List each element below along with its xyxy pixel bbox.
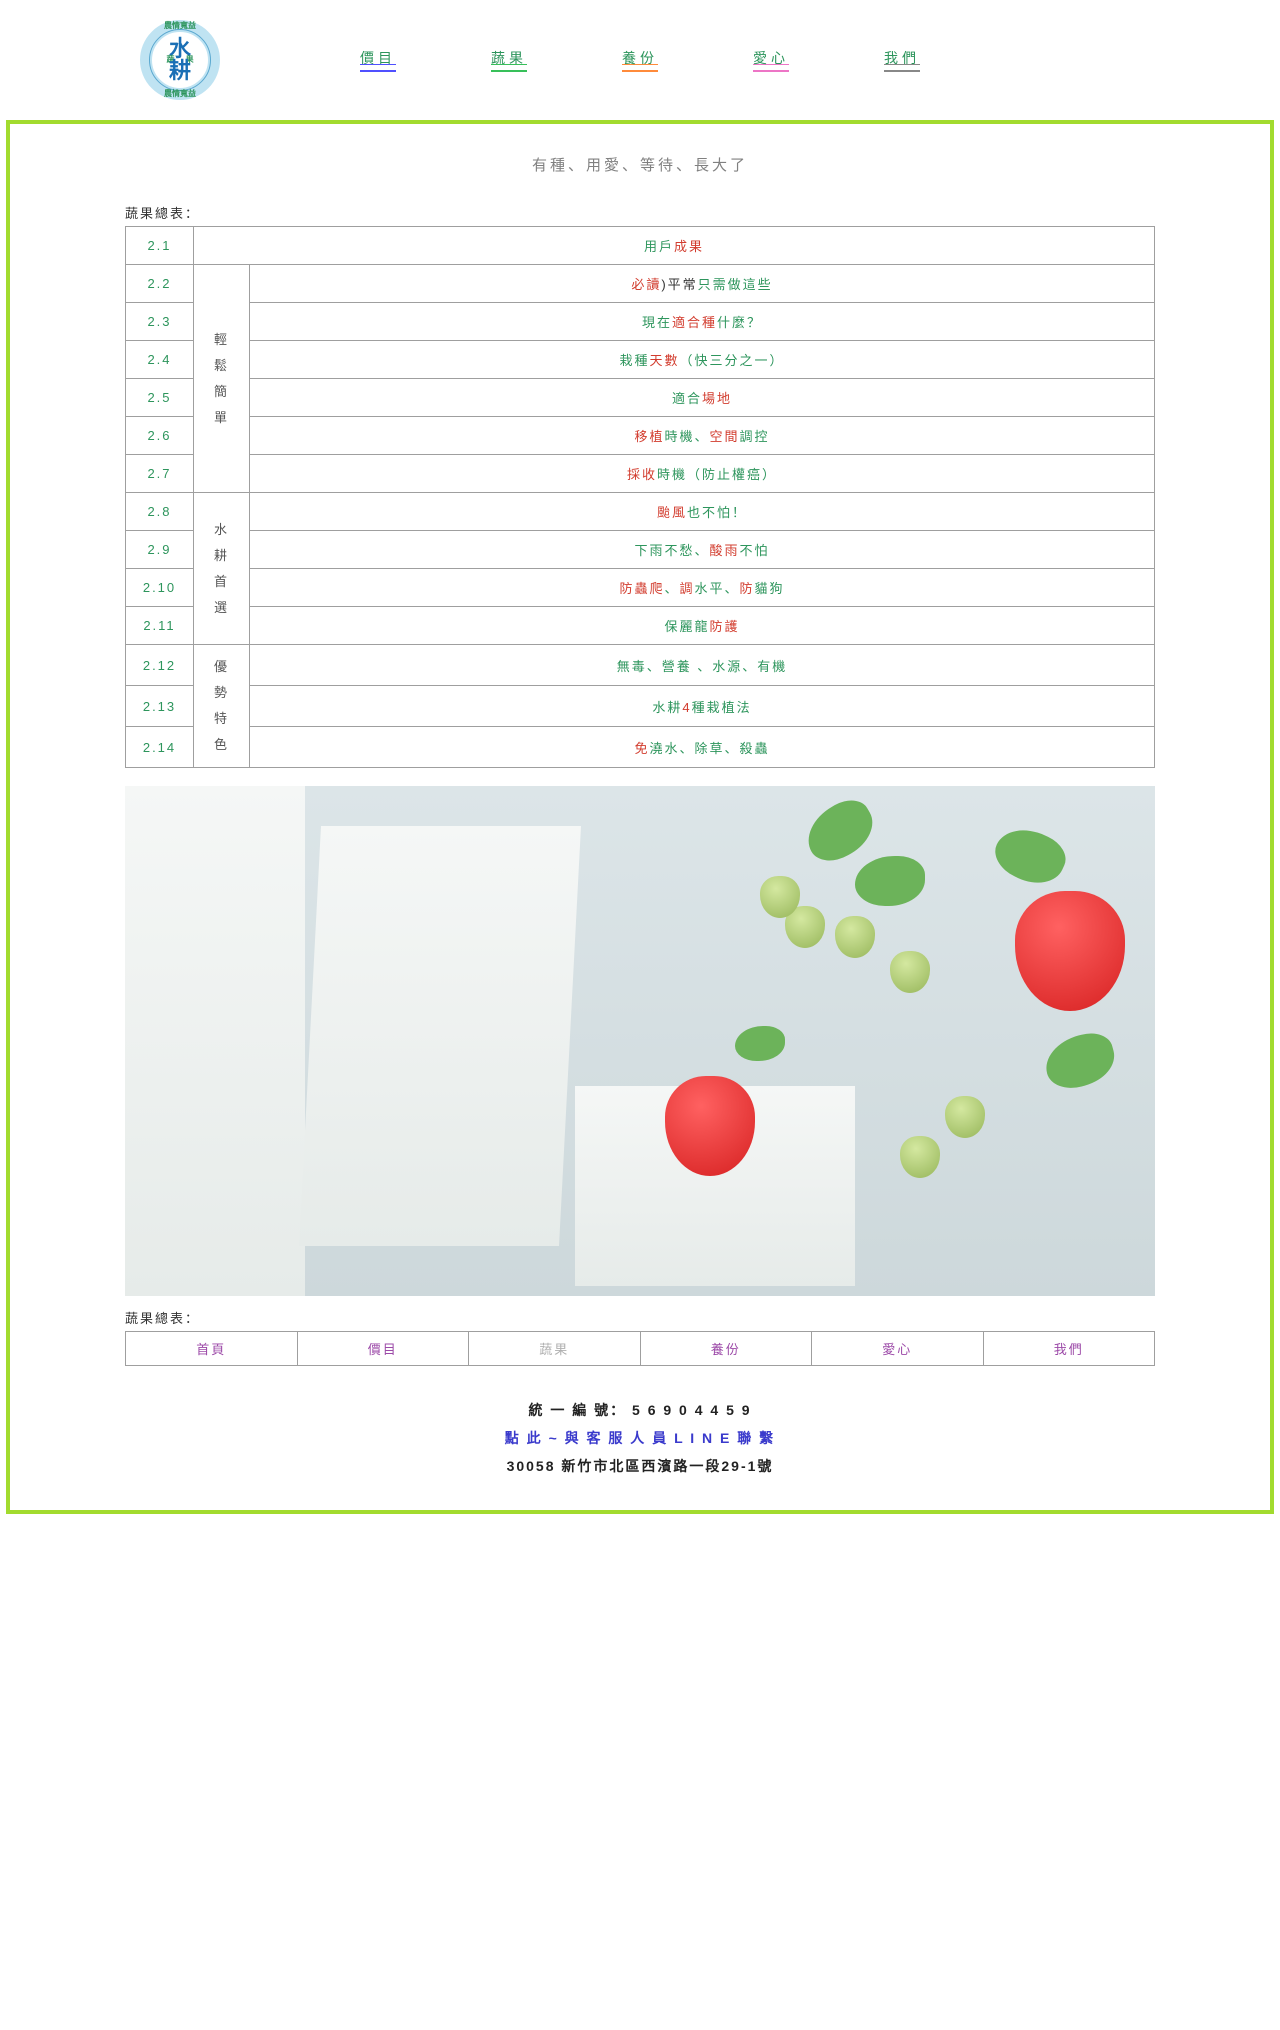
- table-row: 2.11 保麗龍防護: [126, 607, 1155, 645]
- row-number: 2.6: [126, 417, 194, 455]
- address: 30058 新竹市北區西濱路一段29-1號: [125, 1452, 1155, 1480]
- table-row: 2.8水耕首選颱風也不怕！: [126, 493, 1155, 531]
- table-row: 2.3 現在適合種什麼？: [126, 303, 1155, 341]
- footer-info: 統 一 編 號： 5 6 9 0 4 4 5 9 點 此 ~ 與 客 服 人 員…: [125, 1396, 1155, 1480]
- table-row: 2.7 採收時機（防止權癌）: [126, 455, 1155, 493]
- row-content[interactable]: 必讀)平常只需做這些: [250, 265, 1155, 303]
- nav-item-nutrient[interactable]: 養份: [622, 48, 658, 72]
- table-label-bottom: 蔬果總表：: [125, 1308, 1155, 1327]
- row-content[interactable]: 適合場地: [250, 379, 1155, 417]
- table-row: 2.1用戶成果: [126, 227, 1155, 265]
- footer-nav-item[interactable]: 價目: [297, 1332, 469, 1366]
- table-row: 2.13 水耕4種栽植法: [126, 686, 1155, 727]
- row-group: 優勢特色: [194, 645, 250, 768]
- row-number: 2.8: [126, 493, 194, 531]
- top-nav: 價目 蔬果 養份 愛心 我們: [360, 48, 920, 72]
- row-content[interactable]: 免澆水、除草、殺蟲: [250, 727, 1155, 768]
- footer-nav-table: 首頁價目蔬果養份愛心我們: [125, 1331, 1155, 1366]
- footer-nav-item[interactable]: 養份: [640, 1332, 812, 1366]
- table-row: 2.6 移植時機、空間調控: [126, 417, 1155, 455]
- row-number: 2.1: [126, 227, 194, 265]
- row-number: 2.5: [126, 379, 194, 417]
- table-row: 2.5 適合場地: [126, 379, 1155, 417]
- row-number: 2.2: [126, 265, 194, 303]
- biz-no: 統 一 編 號： 5 6 9 0 4 4 5 9: [125, 1396, 1155, 1424]
- row-number: 2.13: [126, 686, 194, 727]
- logo-ring-top: 農情寬益: [164, 22, 196, 30]
- logo-main: 水 蔬 果 耕: [166, 38, 193, 82]
- row-content[interactable]: 現在適合種什麼？: [250, 303, 1155, 341]
- table-row: 2.14 免澆水、除草、殺蟲: [126, 727, 1155, 768]
- row-number: 2.12: [126, 645, 194, 686]
- row-number: 2.14: [126, 727, 194, 768]
- row-content[interactable]: 採收時機（防止權癌）: [250, 455, 1155, 493]
- row-group: 水耕首選: [194, 493, 250, 645]
- table-row: 2.4 栽種天數（快三分之一）: [126, 341, 1155, 379]
- row-number: 2.3: [126, 303, 194, 341]
- table-row: 2.10 防蟲爬、調水平、防貓狗: [126, 569, 1155, 607]
- tagline: 有種、用愛、等待、長大了: [125, 154, 1155, 175]
- logo-ring-bottom: 農情寬益: [164, 90, 196, 98]
- table-row: 2.2輕鬆簡單必讀)平常只需做這些: [126, 265, 1155, 303]
- line-contact-link[interactable]: 點 此 ~ 與 客 服 人 員 L I N E 聯 繫: [125, 1424, 1155, 1452]
- row-content[interactable]: 無毒、營養 、水源、有機: [250, 645, 1155, 686]
- nav-item-veg[interactable]: 蔬果: [491, 48, 527, 72]
- table-label-top: 蔬果總表：: [125, 203, 1155, 222]
- row-content[interactable]: 保麗龍防護: [250, 607, 1155, 645]
- footer-nav-item[interactable]: 首頁: [126, 1332, 298, 1366]
- row-number: 2.10: [126, 569, 194, 607]
- nav-item-us[interactable]: 我們: [884, 48, 920, 72]
- nav-item-love[interactable]: 愛心: [753, 48, 789, 72]
- logo[interactable]: 農情寬益 水 蔬 果 耕 農情寬益: [140, 20, 220, 100]
- row-number: 2.11: [126, 607, 194, 645]
- row-content[interactable]: 防蟲爬、調水平、防貓狗: [250, 569, 1155, 607]
- row-content[interactable]: 水耕4種栽植法: [250, 686, 1155, 727]
- row-content[interactable]: 颱風也不怕！: [250, 493, 1155, 531]
- row-number: 2.7: [126, 455, 194, 493]
- row-content[interactable]: 栽種天數（快三分之一）: [250, 341, 1155, 379]
- nav-item-price[interactable]: 價目: [360, 48, 396, 72]
- row-content[interactable]: 移植時機、空間調控: [250, 417, 1155, 455]
- table-row: 2.9 下雨不愁、酸雨不怕: [126, 531, 1155, 569]
- row-group: 輕鬆簡單: [194, 265, 250, 493]
- footer-nav-item[interactable]: 愛心: [812, 1332, 984, 1366]
- main-frame: 有種、用愛、等待、長大了 蔬果總表： 2.1用戶成果2.2輕鬆簡單必讀)平常只需…: [6, 120, 1274, 1514]
- table-row: 2.12優勢特色無毒、營養 、水源、有機: [126, 645, 1155, 686]
- footer-nav-item[interactable]: 我們: [983, 1332, 1155, 1366]
- main-table: 2.1用戶成果2.2輕鬆簡單必讀)平常只需做這些2.3現在適合種什麼？2.4栽種…: [125, 226, 1155, 768]
- row-content[interactable]: 用戶成果: [194, 227, 1155, 265]
- hero-image: [125, 786, 1155, 1296]
- footer-nav-item[interactable]: 蔬果: [469, 1332, 641, 1366]
- row-number: 2.9: [126, 531, 194, 569]
- row-number: 2.4: [126, 341, 194, 379]
- row-content[interactable]: 下雨不愁、酸雨不怕: [250, 531, 1155, 569]
- header: 農情寬益 水 蔬 果 耕 農情寬益 價目 蔬果 養份 愛心 我們: [0, 0, 1280, 120]
